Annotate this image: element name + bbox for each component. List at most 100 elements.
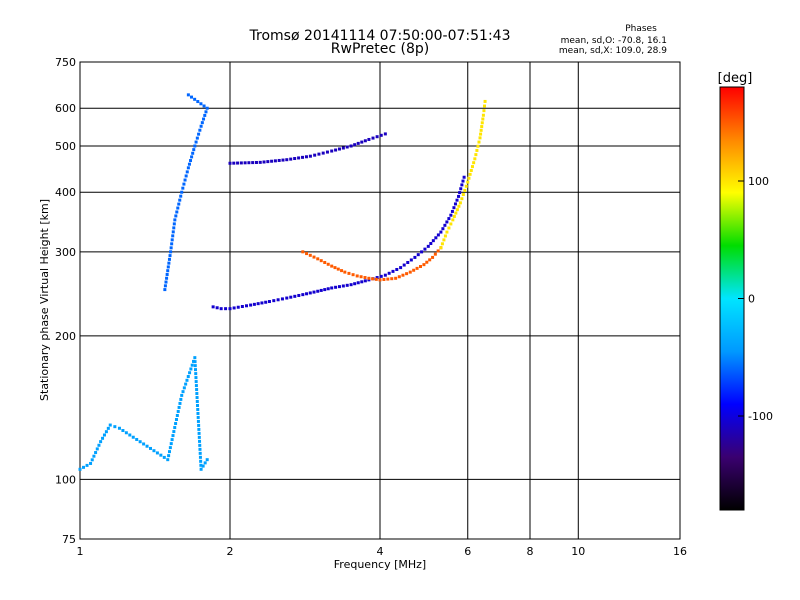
trace-dot [371, 277, 375, 281]
trace-dot [195, 388, 199, 392]
chart-subtitle: RwPretec (8p) [331, 41, 429, 57]
trace-dot [185, 378, 189, 382]
trace-dot [345, 145, 349, 149]
trace-dot [289, 295, 293, 299]
trace-dot [191, 151, 195, 155]
trace-dot [336, 267, 340, 271]
trace-dot [145, 444, 149, 448]
trace-dot [477, 140, 481, 144]
trace-dot [353, 282, 357, 286]
data-point [186, 166, 190, 170]
trace-dot [204, 110, 208, 114]
trace-dot [371, 136, 375, 140]
data-point [478, 136, 482, 140]
trace-dot [273, 159, 277, 163]
trace-dot [480, 121, 484, 125]
trace-dot [170, 438, 174, 442]
trace-dot [174, 214, 178, 218]
trace-dot [401, 273, 405, 277]
data-point [117, 426, 121, 430]
trace-dot [243, 161, 247, 165]
trace-dot [293, 294, 297, 298]
trace-dot [198, 128, 202, 132]
trace-dot [203, 113, 207, 117]
trace-dot [197, 423, 201, 427]
trace-dot [196, 411, 200, 415]
trace-dot [431, 239, 435, 243]
trace-dot [436, 233, 440, 237]
trace-dot [183, 178, 187, 182]
trace-dot [85, 463, 89, 467]
trace-dot [168, 254, 172, 258]
trace-dot [97, 443, 101, 447]
trace-dot [418, 265, 422, 269]
trace-dot [472, 161, 476, 165]
trace-dot [452, 206, 456, 210]
trace-dot [297, 156, 301, 160]
trace-dot [391, 269, 395, 273]
colorbar: [deg] 100 0 -100 [718, 71, 773, 511]
trace-dot [363, 276, 367, 280]
trace-dot [467, 176, 471, 180]
trace-dot [190, 155, 194, 159]
plot-area: 1 2 4 6 8 10 16 75 100 200 300 400 500 600 750 [55, 56, 687, 558]
trace-dot [194, 376, 198, 380]
data-point [449, 213, 453, 217]
data-point [180, 190, 184, 194]
trace-dot [461, 179, 465, 183]
y-tick-label: 75 [62, 533, 76, 546]
trace-dot [202, 104, 206, 108]
trace-dot [198, 447, 202, 451]
trace-dot [90, 458, 94, 462]
trace-dot [326, 287, 330, 291]
trace-dot [199, 459, 203, 463]
trace-dot [449, 222, 453, 226]
x-tick-label: 1 [77, 545, 84, 558]
data-point [413, 255, 417, 259]
data-point [330, 264, 334, 268]
trace-dot [345, 283, 349, 287]
trace-dot [475, 148, 479, 152]
data-point [211, 305, 215, 309]
trace-dot [181, 390, 185, 394]
trace-dot [124, 431, 128, 435]
data-point [193, 144, 197, 148]
trace-dot [468, 172, 472, 176]
trace-dot [483, 104, 487, 108]
trace-dot [363, 279, 367, 283]
data-point [78, 467, 82, 471]
trace-dot [395, 267, 399, 271]
trace-dot [169, 442, 173, 446]
x-tick-label: 16 [673, 545, 687, 558]
data-point [439, 230, 443, 234]
y-axis-label: Stationary phase Virtual Height [km] [38, 199, 51, 401]
trace-dot [270, 159, 274, 163]
trace-dot [425, 260, 429, 264]
trace-dot [142, 442, 146, 446]
trace-dot [167, 450, 171, 454]
trace-dot [379, 274, 383, 278]
trace-dot [305, 252, 309, 256]
trace-dot [453, 202, 457, 206]
trace-dot [440, 242, 444, 246]
trace-dot [461, 193, 465, 197]
stats-title: Phases [625, 24, 657, 34]
data-point [173, 218, 177, 222]
trace-dot [197, 435, 201, 439]
trace-dot [193, 97, 197, 101]
trace-dot [195, 392, 199, 396]
trace-dot [455, 208, 459, 212]
trace-dot [289, 157, 293, 161]
trace-dot [252, 302, 256, 306]
trace-dot [464, 184, 468, 188]
trace-dot [436, 249, 440, 253]
data-point [426, 244, 430, 248]
trace-dot [195, 400, 199, 404]
trace-dot [198, 439, 202, 443]
x-tick-label: 6 [464, 545, 471, 558]
trace-dot [203, 461, 207, 465]
trace-dot [412, 268, 416, 272]
chart-title: Tromsø 20141114 07:50:00-07:51:43 [249, 28, 511, 44]
trace-dot [334, 285, 338, 289]
